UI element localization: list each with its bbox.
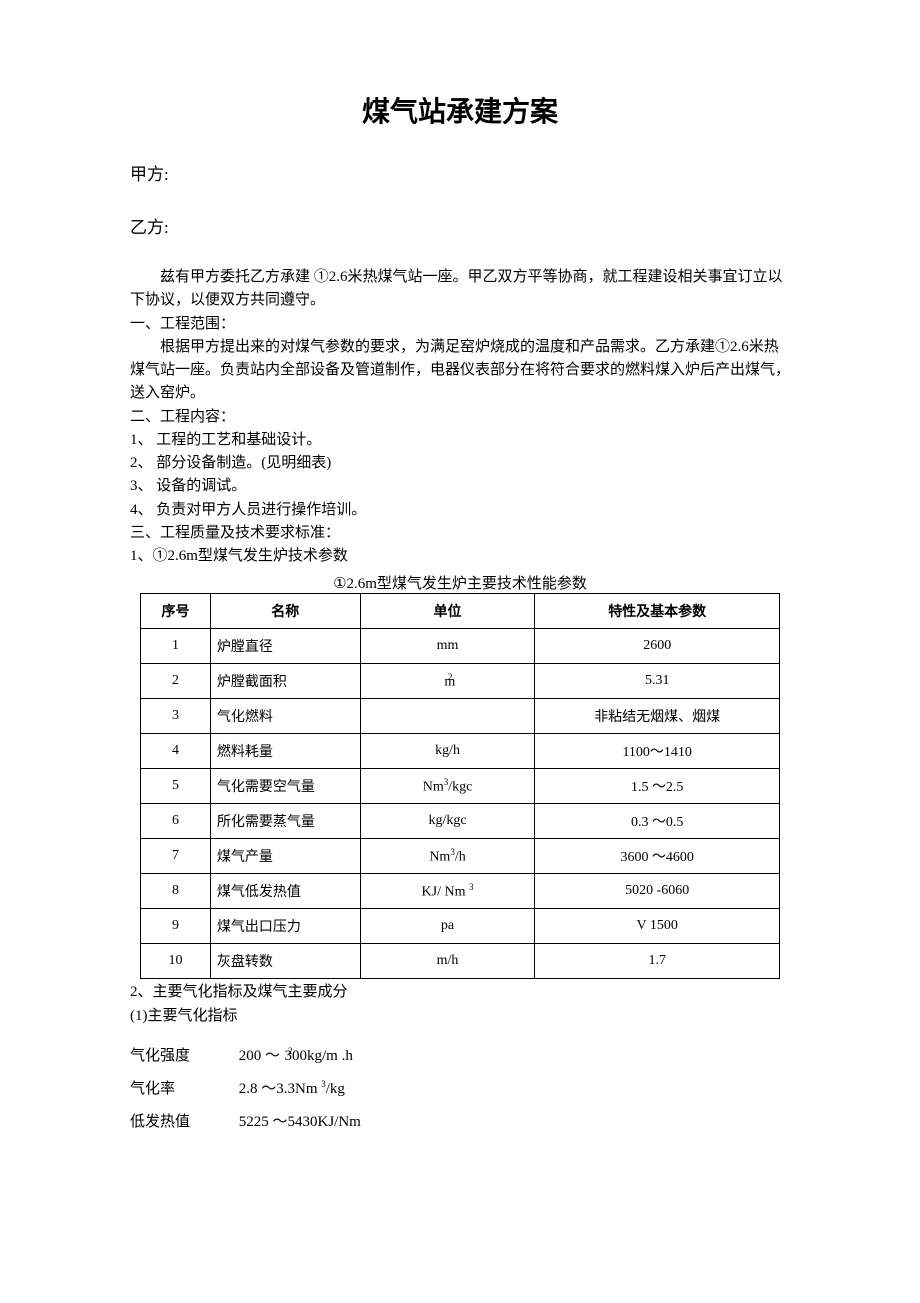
th-name: 名称: [210, 594, 360, 629]
table-row: 3 气化燃料 非粘结无烟煤、烟煤: [141, 699, 780, 734]
intro-paragraph: 兹有甲方委托乙方承建 ①2.6米热煤气站一座。甲乙双方平等协商，就工程建设相关事…: [130, 266, 790, 313]
party-b-label: 乙方:: [130, 213, 790, 238]
cell-spec: 1.5 ～2.5: [535, 769, 780, 804]
cell-unit: KJ/ Nm 3: [360, 874, 535, 909]
cell-unit: 2m: [360, 664, 535, 699]
th-seq: 序号: [141, 594, 211, 629]
cell-name: 灰盘转数: [210, 944, 360, 979]
cell-seq: 4: [141, 734, 211, 769]
spec-table: 序号 名称 单位 特性及基本参数 1 炉膛直径 mm 2600 2 炉膛截面积 …: [140, 593, 780, 979]
metric-value: 2.8 ～3.3Nm 3/kg: [219, 1073, 345, 1106]
section-3-sub-2-1: (1)主要气化指标: [130, 1005, 790, 1028]
metric-label: 气化强度: [130, 1040, 215, 1073]
table-row: 10 灰盘转数 m/h 1.7: [141, 944, 780, 979]
metric-label: 低发热值: [130, 1106, 215, 1139]
cell-unit: mm: [360, 629, 535, 664]
section-2-item-4: 4、 负责对甲方人员进行操作培训。: [130, 499, 790, 522]
cell-spec: 0.3 ～0.5: [535, 804, 780, 839]
section-3-sub-2: 2、主要气化指标及煤气主要成分: [130, 981, 790, 1004]
cell-spec: 3600 ～4600: [535, 839, 780, 874]
cell-unit: pa: [360, 909, 535, 944]
cell-name: 气化燃料: [210, 699, 360, 734]
cell-name: 所化需要蒸气量: [210, 804, 360, 839]
metric-value: 5225 ～5430KJ/Nm: [219, 1106, 361, 1139]
cell-seq: 8: [141, 874, 211, 909]
table-caption: ①2.6m型煤气发生炉主要技术性能参数: [130, 572, 790, 593]
cell-unit: kg/h: [360, 734, 535, 769]
section-2-item-1: 1、 工程的工艺和基础设计。: [130, 429, 790, 452]
cell-name: 燃料耗量: [210, 734, 360, 769]
cell-seq: 10: [141, 944, 211, 979]
cell-name: 炉膛截面积: [210, 664, 360, 699]
cell-seq: 9: [141, 909, 211, 944]
cell-spec: 2600: [535, 629, 780, 664]
cell-name: 炉膛直径: [210, 629, 360, 664]
cell-name: 煤气出口压力: [210, 909, 360, 944]
cell-unit: Nm3/h: [360, 839, 535, 874]
section-3-heading: 三、工程质量及技术要求标准：: [130, 522, 790, 545]
cell-name: 煤气产量: [210, 839, 360, 874]
section-2-item-3: 3、 设备的调试。: [130, 475, 790, 498]
cell-spec: 5.31: [535, 664, 780, 699]
table-header-row: 序号 名称 单位 特性及基本参数: [141, 594, 780, 629]
cell-spec: V 1500: [535, 909, 780, 944]
cell-spec: 5020 -6060: [535, 874, 780, 909]
cell-seq: 2: [141, 664, 211, 699]
cell-spec: 1100～1410: [535, 734, 780, 769]
section-2-heading: 二、工程内容：: [130, 406, 790, 429]
document-title: 煤气站承建方案: [130, 90, 790, 130]
th-spec: 特性及基本参数: [535, 594, 780, 629]
section-2-item-2: 2、 部分设备制造。(见明细表): [130, 452, 790, 475]
metric-row: 气化率 2.8 ～3.3Nm 3/kg: [130, 1073, 790, 1106]
cell-name: 气化需要空气量: [210, 769, 360, 804]
cell-name: 煤气低发热值: [210, 874, 360, 909]
cell-unit: [360, 699, 535, 734]
cell-unit: kg/kgc: [360, 804, 535, 839]
section-1-heading: 一、工程范围：: [130, 313, 790, 336]
table-row: 9 煤气出口压力 pa V 1500: [141, 909, 780, 944]
section-1-body: 根据甲方提出来的对煤气参数的要求，为满足窑炉烧成的温度和产品需求。乙方承建①2.…: [130, 336, 790, 406]
table-row: 4 燃料耗量 kg/h 1100～1410: [141, 734, 780, 769]
table-row: 2 炉膛截面积 2m 5.31: [141, 664, 780, 699]
cell-seq: 3: [141, 699, 211, 734]
metric-label: 气化率: [130, 1073, 215, 1106]
metric-row: 气化强度 200 ～2300kg/m .h: [130, 1040, 790, 1073]
table-row: 6 所化需要蒸气量 kg/kgc 0.3 ～0.5: [141, 804, 780, 839]
th-unit: 单位: [360, 594, 535, 629]
cell-unit: Nm3/kgc: [360, 769, 535, 804]
table-row: 8 煤气低发热值 KJ/ Nm 3 5020 -6060: [141, 874, 780, 909]
party-a-label: 甲方:: [130, 160, 790, 185]
table-row: 7 煤气产量 Nm3/h 3600 ～4600: [141, 839, 780, 874]
table-row: 5 气化需要空气量 Nm3/kgc 1.5 ～2.5: [141, 769, 780, 804]
cell-seq: 1: [141, 629, 211, 664]
cell-seq: 6: [141, 804, 211, 839]
table-row: 1 炉膛直径 mm 2600: [141, 629, 780, 664]
cell-seq: 5: [141, 769, 211, 804]
cell-seq: 7: [141, 839, 211, 874]
metric-row: 低发热值 5225 ～5430KJ/Nm: [130, 1106, 790, 1139]
metric-value: 200 ～2300kg/m .h: [219, 1040, 353, 1073]
cell-spec: 非粘结无烟煤、烟煤: [535, 699, 780, 734]
section-3-sub-1: 1、①2.6m型煤气发生炉技术参数: [130, 545, 790, 568]
cell-spec: 1.7: [535, 944, 780, 979]
cell-unit: m/h: [360, 944, 535, 979]
